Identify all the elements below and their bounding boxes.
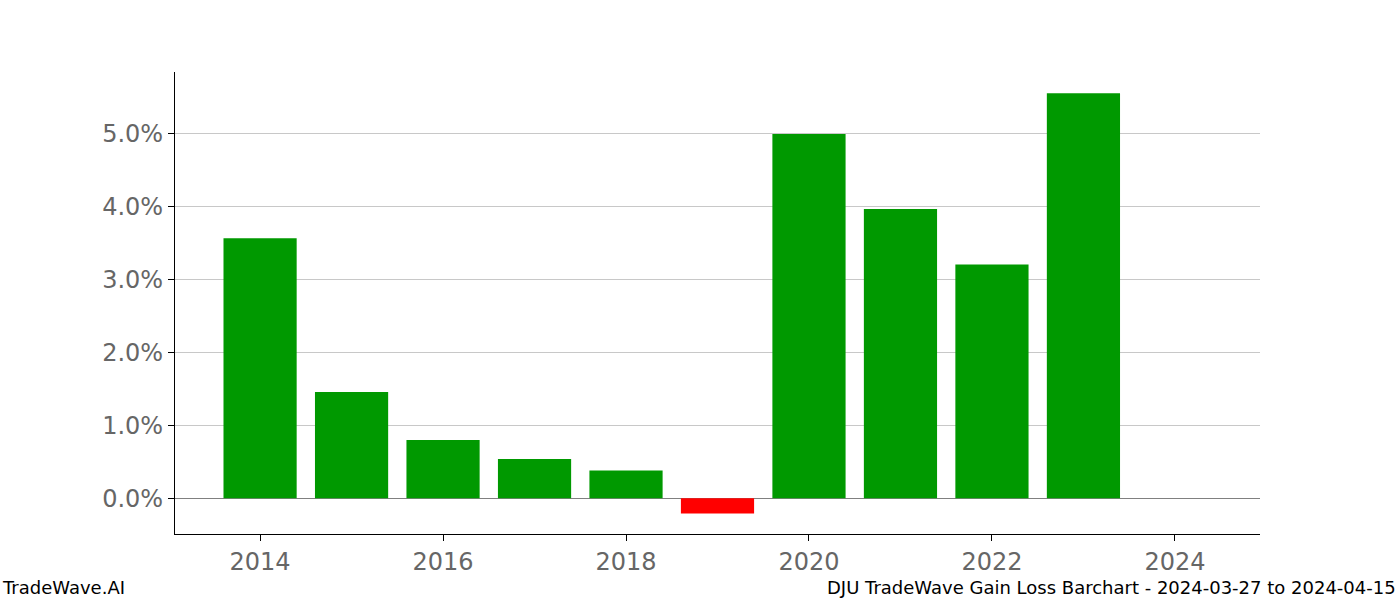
svg-text:2018: 2018 [595,548,656,576]
svg-text:2016: 2016 [413,548,474,576]
svg-text:DJU TradeWave Gain Loss Barcha: DJU TradeWave Gain Loss Barchart - 2024-… [827,577,1396,598]
svg-text:2020: 2020 [778,548,839,576]
svg-text:TradeWave.AI: TradeWave.AI [2,577,125,598]
svg-text:2022: 2022 [961,548,1022,576]
svg-text:1.0%: 1.0% [102,412,163,440]
svg-text:2014: 2014 [230,548,291,576]
svg-text:0.0%: 0.0% [102,485,163,513]
svg-text:2024: 2024 [1144,548,1205,576]
svg-text:5.0%: 5.0% [102,120,163,148]
svg-text:4.0%: 4.0% [102,193,163,221]
svg-text:3.0%: 3.0% [102,266,163,294]
svg-text:2.0%: 2.0% [102,339,163,367]
